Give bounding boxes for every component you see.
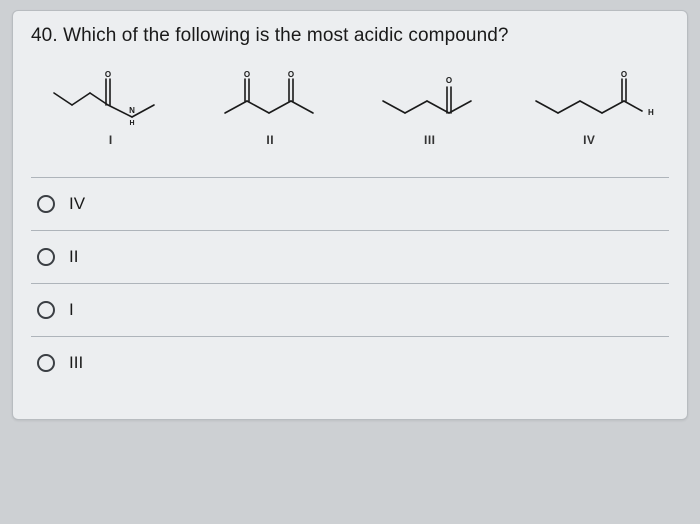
svg-text:O: O — [446, 76, 452, 85]
option-iv[interactable]: IV — [31, 178, 669, 231]
option-i[interactable]: I — [31, 284, 669, 337]
molecule-4-label: IV — [583, 133, 595, 147]
radio-icon — [37, 248, 55, 266]
question-text: 40. Which of the following is the most a… — [31, 25, 669, 47]
svg-text:N: N — [129, 106, 135, 115]
svg-text:O: O — [288, 70, 294, 79]
molecule-1: O N H I — [31, 65, 191, 147]
radio-icon — [37, 354, 55, 372]
option-label: II — [69, 247, 78, 267]
molecule-2-label: II — [266, 133, 274, 147]
molecule-1-svg: O N H — [36, 65, 186, 127]
options-list: IV II I III — [31, 177, 669, 389]
molecule-4-svg: O H — [514, 65, 664, 127]
molecule-3: O III — [350, 65, 510, 147]
option-label: IV — [69, 194, 85, 214]
molecule-3-svg: O — [355, 65, 505, 127]
radio-icon — [37, 195, 55, 213]
question-number: 40. — [31, 25, 58, 46]
svg-text:H: H — [129, 120, 134, 127]
option-ii[interactable]: II — [31, 231, 669, 284]
svg-text:H: H — [648, 108, 654, 117]
svg-text:O: O — [244, 70, 250, 79]
molecule-2: O O II — [191, 65, 351, 147]
option-label: I — [69, 300, 74, 320]
molecule-row: O N H I — [31, 65, 669, 147]
molecule-2-svg: O O — [195, 65, 345, 127]
question-card: 40. Which of the following is the most a… — [12, 10, 688, 420]
question-body: Which of the following is the most acidi… — [63, 25, 509, 46]
molecule-4: O H IV — [510, 65, 670, 147]
option-label: III — [69, 353, 83, 373]
molecule-1-label: I — [109, 133, 113, 147]
svg-text:O: O — [105, 70, 111, 79]
svg-text:O: O — [621, 70, 627, 79]
radio-icon — [37, 301, 55, 319]
molecule-3-label: III — [424, 133, 436, 147]
option-iii[interactable]: III — [31, 337, 669, 389]
